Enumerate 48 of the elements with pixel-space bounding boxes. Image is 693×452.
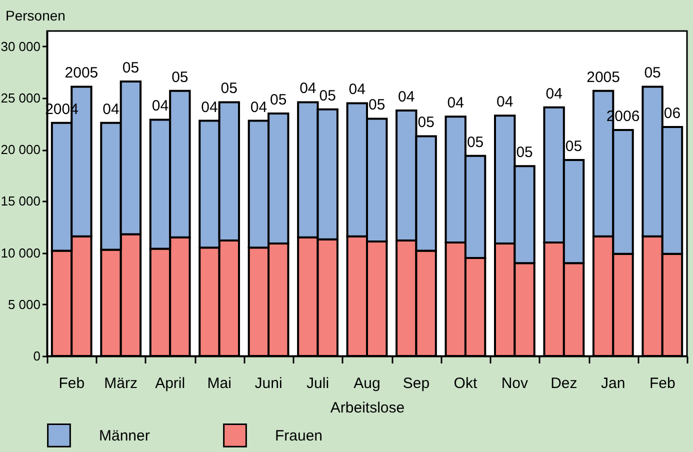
text: Feb [58, 375, 85, 392]
x-tick-label: 05 [418, 114, 434, 132]
x-tick-label: 05 [172, 68, 188, 86]
x-tick-label: 05 [644, 64, 661, 82]
y-axis-title: Personen [6, 8, 66, 24]
y-tick-label: 15 000 [0, 194, 40, 209]
x-tick-label: 04 [152, 98, 169, 115]
text: Sep [402, 375, 430, 392]
x-tick-label: 2005 [586, 68, 620, 86]
x-tick-label: 04 [496, 94, 514, 111]
x-tick-label: 04 [447, 94, 464, 112]
x-tick-label: 05 [516, 144, 533, 162]
text: Feb [649, 375, 676, 392]
x-tick-label: 05 [319, 87, 336, 104]
text: Dez [550, 375, 578, 392]
text: Nov [501, 375, 529, 392]
x-tick-label: 05 [565, 138, 582, 155]
x-tick-label: 04 [102, 100, 120, 118]
y-tick-label: 10 000 [0, 245, 40, 260]
y-tick-label: 30 000 [0, 38, 40, 54]
y-tick-label: 20 000 [0, 142, 40, 158]
x-tick-label: 05 [220, 80, 238, 98]
x-tick-label: 04 [398, 88, 415, 106]
legend-label: Männer [99, 427, 150, 444]
text: Mai [207, 375, 232, 392]
legend-label: Frauen [275, 427, 323, 444]
x-tick-label: 04 [300, 80, 316, 98]
x-tick-label: 05 [122, 60, 140, 77]
x-tick-label: 05 [466, 134, 484, 151]
text: April [155, 375, 186, 392]
x-tick-label: 06 [664, 104, 681, 122]
x-tick-label: 05 [270, 92, 287, 109]
text: Juli [306, 375, 330, 392]
y-tick-label: 0 [33, 348, 40, 364]
text: März [104, 375, 138, 392]
text: Aug [354, 375, 380, 392]
x-tick-label: 04 [348, 81, 366, 98]
text: Juni [254, 375, 282, 392]
y-tick-label: 25 000 [0, 90, 40, 106]
x-tick-label: 04 [201, 98, 218, 116]
x-tick-label: 05 [368, 96, 386, 114]
text: Jan [601, 375, 626, 392]
x-tick-label: 2005 [64, 64, 98, 82]
x-tick-label: 04 [250, 98, 268, 116]
text: Okt [454, 375, 478, 392]
x-tick-label: 04 [546, 85, 562, 102]
y-tick-label: 5 000 [8, 296, 40, 312]
x-axis-title: Arbeitslose [330, 399, 405, 416]
